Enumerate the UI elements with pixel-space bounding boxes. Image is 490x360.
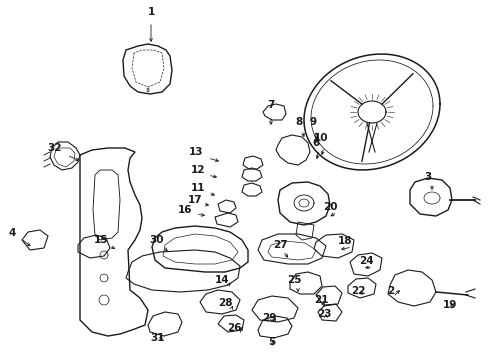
Text: 22: 22 [351,286,365,296]
Text: 16: 16 [178,205,192,215]
Text: 23: 23 [317,309,331,319]
Text: 28: 28 [218,298,232,308]
Text: 31: 31 [151,333,165,343]
Text: 9: 9 [310,117,317,127]
Text: 20: 20 [323,202,337,212]
Text: 10: 10 [314,133,328,143]
Text: 18: 18 [338,236,352,246]
Text: 8: 8 [295,117,303,127]
Text: 1: 1 [147,7,155,17]
Text: 15: 15 [94,235,108,245]
Text: 29: 29 [262,313,276,323]
Text: 12: 12 [191,165,205,175]
Text: 27: 27 [273,240,287,250]
Text: 17: 17 [188,195,202,205]
Text: 5: 5 [269,337,275,347]
Text: 2: 2 [388,286,394,296]
Text: 21: 21 [314,295,328,305]
Text: 13: 13 [189,147,203,157]
Text: 7: 7 [268,100,275,110]
Text: 14: 14 [215,275,229,285]
Text: 25: 25 [287,275,301,285]
Text: 30: 30 [150,235,164,245]
Text: 3: 3 [424,172,432,182]
Text: 24: 24 [359,256,373,266]
Text: 4: 4 [8,228,16,238]
Text: 32: 32 [48,143,62,153]
Text: 19: 19 [443,300,457,310]
Text: 6: 6 [313,138,319,148]
Text: 11: 11 [191,183,205,193]
Text: 26: 26 [227,323,241,333]
